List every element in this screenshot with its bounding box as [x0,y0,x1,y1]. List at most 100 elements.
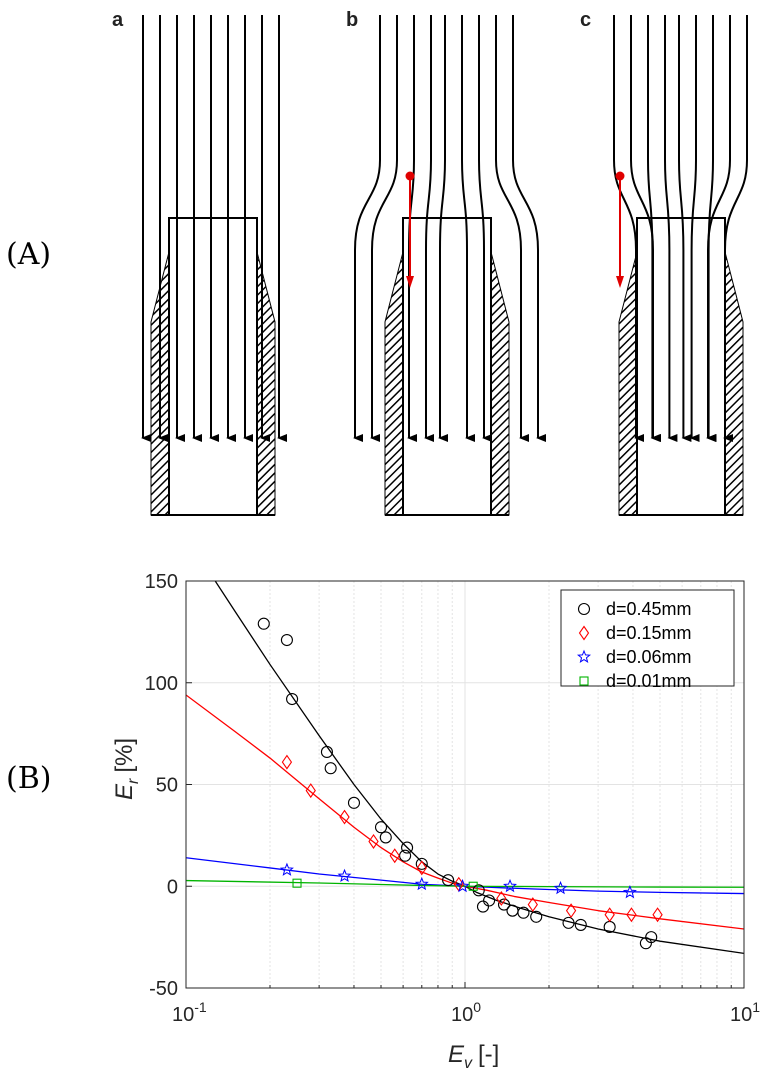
fit-curves [186,581,744,955]
data-point [389,848,400,864]
panel-tag-a: (A) [6,237,51,272]
legend-marker [579,676,589,686]
streamline [438,15,448,442]
particle-arrowhead [406,276,414,288]
data-point [476,900,490,913]
y-tick-label: -50 [149,978,178,1000]
streamline [424,15,434,442]
y-axis-label-unit: [%] [111,738,138,773]
data-point [626,907,637,923]
data-point [374,821,388,834]
data-point [527,897,538,913]
streamline [461,15,475,442]
panel-tag-b: (B) [6,761,51,796]
data-point [324,762,337,775]
data-point [497,898,511,911]
streamline [495,15,529,442]
data-points [257,617,663,950]
data-point [414,876,429,891]
data-point [455,878,470,893]
streamline [706,15,731,442]
nozzle-wall-left [384,251,404,516]
fit-curve [186,879,744,888]
nozzle-wall-right [256,251,276,516]
x-tick-label-exp: 0 [473,999,481,1015]
data-point [320,745,333,758]
legend-label: d=0.06mm [606,647,692,667]
streamline [512,15,546,442]
data-point [401,841,414,854]
streamline [678,15,692,442]
data-point [280,633,293,647]
legend-box [560,589,735,687]
data-point [553,880,568,895]
data-point [496,890,507,906]
streamline [689,15,700,442]
streamline [664,15,678,442]
streamline [723,15,748,442]
legend-label: d=0.45mm [606,599,692,619]
y-tick-label: 150 [145,571,178,593]
data-point [292,878,302,888]
data-point [415,857,428,870]
data-point [503,878,518,893]
data-point [416,860,427,876]
probe-box [402,217,492,515]
legend-label: d=0.15mm [606,623,692,643]
nozzle-wall-right [490,251,510,516]
legend: d=0.45mm d=0.15mm d=0.06mm d=0.01mm [560,589,735,691]
legend-marker [578,625,590,641]
data-point [517,906,530,919]
data-point [645,931,658,944]
x-tick-label-base: 10 [451,1004,473,1026]
probe-box [636,217,726,515]
data-point [565,903,577,919]
subpanel-label-a: a [112,9,124,31]
data-point [530,910,543,923]
legend-marker [577,602,591,616]
x-tick-label-exp: -1 [194,999,207,1015]
legend-label: d=0.01mm [606,671,692,691]
x-tick-label-base: 10 [172,1004,194,1026]
data-point [652,907,663,923]
data-point [281,754,293,770]
probe-box [168,217,258,515]
fit-curve [214,581,744,955]
data-point [574,918,587,931]
subpanel-label-b: b [346,9,358,31]
data-point [604,907,615,923]
panel-a: (A) a b c [6,9,748,516]
data-point [286,692,299,706]
nozzle-wall-left [618,251,638,516]
schematic-c [613,15,748,516]
y-axis-label-main: E [111,783,138,800]
x-tick-label: 101 [730,999,760,1026]
x-axis-label: Ev [-] [448,1041,499,1072]
data-point [279,862,294,876]
schematic-a [141,15,287,516]
x-axis-label-unit: [-] [478,1041,499,1068]
data-point [562,916,575,929]
x-tick-label-exp: 1 [752,999,760,1015]
legend-marker [576,649,592,663]
y-tick-label: 0 [167,876,178,898]
data-point [347,796,361,809]
x-tick-label: 10-1 [172,999,207,1026]
data-point [339,809,350,825]
y-tick-label: 50 [156,775,178,797]
x-axis-label-main: E [448,1041,465,1068]
data-point [337,868,352,883]
data-point [379,831,392,844]
streamline [647,15,661,442]
fit-curve [186,694,744,930]
data-point [368,834,379,849]
streamline [353,15,381,442]
x-tick-label: 100 [451,999,481,1026]
schematic-b [353,15,546,516]
nozzle-wall-right [724,251,744,516]
data-point [442,874,455,887]
data-point [622,884,637,899]
